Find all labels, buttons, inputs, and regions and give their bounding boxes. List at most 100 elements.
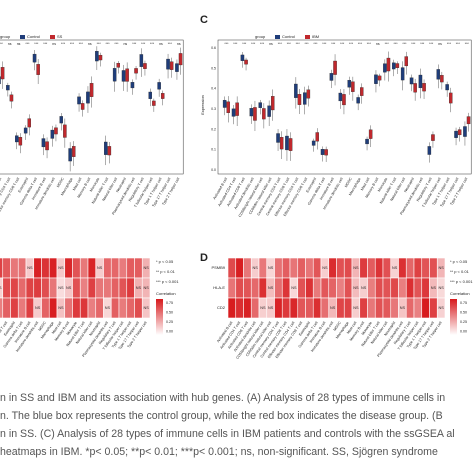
significance: ***	[168, 42, 173, 46]
heatmap-cell	[258, 277, 268, 299]
x-tick-label: MDSC	[56, 177, 65, 189]
heatmap-cell	[48, 257, 58, 279]
heatmap-cell	[227, 297, 237, 319]
significance: ***	[358, 42, 363, 46]
y-tick-label: 0.5	[211, 66, 216, 70]
significance: ***	[349, 42, 354, 46]
heatmap-cell	[328, 277, 337, 299]
heatmap-cell	[429, 257, 438, 279]
heatmap-cell	[343, 277, 353, 299]
box	[448, 92, 453, 104]
box	[125, 68, 129, 82]
box	[86, 91, 90, 104]
box	[77, 96, 81, 105]
significance: ***	[141, 42, 146, 46]
box	[338, 92, 343, 102]
significance: ***	[305, 42, 310, 46]
heatmap-cell	[312, 257, 322, 279]
significance: ns	[8, 42, 12, 46]
box	[431, 134, 435, 141]
cell-annotation: NS	[330, 306, 336, 310]
cell-annotation: NS	[66, 286, 72, 290]
box	[395, 63, 400, 68]
heatmap-cell	[281, 297, 291, 319]
cell-annotation: NS	[58, 266, 64, 270]
x-tick-label: Neutrophil	[403, 177, 415, 193]
legend-swatch	[305, 35, 310, 39]
box	[27, 118, 31, 128]
box	[270, 96, 275, 111]
box	[359, 87, 364, 96]
significance: ***	[70, 42, 75, 46]
box	[276, 133, 280, 143]
y-tick-label: 0.3	[211, 107, 216, 111]
colorbar	[450, 299, 457, 335]
colorbar-tick: 0.75	[166, 301, 173, 305]
heatmap-cell	[281, 257, 291, 279]
heatmap-cell	[118, 297, 128, 319]
cell-annotation: NS	[58, 286, 64, 290]
box	[427, 146, 432, 155]
significance: ***	[114, 42, 119, 46]
heatmap-cell	[359, 297, 368, 319]
box	[134, 68, 138, 74]
heatmap-cell	[320, 277, 330, 299]
significance: ***	[385, 42, 390, 46]
colorbar	[156, 299, 163, 335]
heatmap-cell	[382, 297, 392, 319]
cell-annotation: NS	[252, 266, 258, 270]
caption-line: n. The blue box represents the control g…	[0, 410, 443, 422]
box	[45, 141, 49, 151]
significance: ***	[260, 42, 265, 46]
heatmap-cell	[33, 257, 42, 279]
box	[98, 54, 103, 61]
legend-swatch	[275, 35, 280, 39]
box	[23, 127, 28, 134]
heatmap-cell	[33, 277, 42, 299]
box	[285, 135, 289, 151]
significance: ns	[438, 42, 442, 46]
box	[368, 129, 373, 139]
sig-legend: *** p < 0.001	[156, 279, 179, 284]
significance: ***	[61, 42, 66, 46]
heatmap-cell	[367, 257, 376, 279]
significance: ***	[287, 42, 292, 46]
box	[235, 102, 239, 116]
significance: ns	[269, 42, 273, 46]
heatmap-cell	[95, 297, 104, 319]
box	[130, 82, 135, 89]
heatmap-cell	[17, 257, 27, 279]
x-tick-label: MDSC	[344, 177, 353, 189]
box	[116, 62, 121, 68]
box	[457, 129, 462, 136]
box	[231, 108, 236, 117]
heatmap-cell	[10, 297, 19, 319]
heatmap-cell	[274, 277, 283, 299]
heatmap-cell	[367, 297, 376, 319]
significance: ***	[322, 42, 327, 46]
significance: ***	[411, 42, 416, 46]
box	[72, 146, 76, 157]
box	[377, 75, 382, 81]
x-tick-label: MDSC	[333, 321, 343, 332]
heatmap-cell	[429, 297, 438, 319]
heatmap-cell	[25, 277, 35, 299]
x-tick-label: Neutrophil	[115, 177, 127, 193]
box	[342, 94, 346, 106]
heatmap-cell	[343, 257, 353, 279]
heatmap-cell	[227, 257, 237, 279]
heatmap-cell	[336, 297, 345, 319]
heatmap-cell	[235, 257, 244, 279]
box	[440, 75, 444, 83]
cell-annotation: NS	[97, 266, 103, 270]
colorbar-tick: 0.25	[460, 320, 467, 324]
row-label: PSMB9	[211, 265, 225, 270]
significance: ns	[376, 42, 380, 46]
heatmap-cell	[305, 277, 314, 299]
box	[288, 138, 293, 151]
box	[0, 67, 5, 80]
heatmap-cell	[235, 297, 244, 319]
cell-annotation: NS	[291, 286, 297, 290]
heatmap-cell	[64, 257, 73, 279]
panel-label: C	[200, 14, 208, 26]
